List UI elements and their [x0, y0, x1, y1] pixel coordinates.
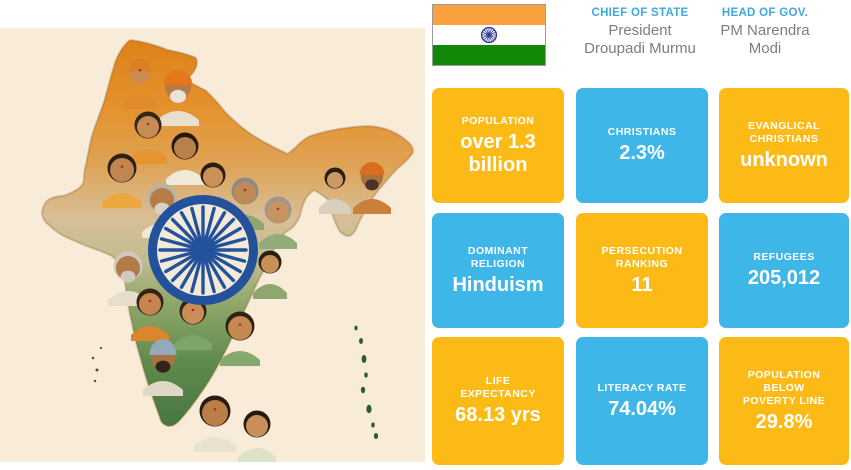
- stat-value: over 1.3 billion: [460, 130, 536, 176]
- chief-of-state-value: President Droupadi Murmu: [584, 22, 696, 57]
- stat-card-evangelical-christians: EVANGLICAL CHRISTIANS unknown: [719, 88, 849, 203]
- india-map-illustration: [41, 39, 414, 462]
- chief-of-state-label: CHIEF OF STATE: [591, 7, 689, 19]
- flag-saffron-stripe: [433, 5, 545, 25]
- stat-label: DOMINANT RELIGION: [467, 244, 529, 270]
- lakshadweep-islands: [91, 346, 103, 383]
- stat-label: CHRISTIANS: [607, 126, 677, 138]
- stat-value: 11: [631, 273, 653, 296]
- stat-value: 2.3%: [619, 142, 665, 164]
- india-flag: [432, 4, 546, 66]
- stat-label: POPULATION BELOW POVERTY LINE: [742, 368, 826, 407]
- stat-card-persecution-ranking: PERSECUTION RANKING 11: [576, 213, 708, 328]
- ashoka-chakra: [148, 195, 258, 305]
- stat-card-dominant-religion: DOMINANT RELIGION Hinduism: [432, 213, 564, 328]
- stat-value: 205,012: [747, 267, 821, 289]
- india-illustration-panel: [0, 28, 425, 462]
- stat-value: 68.13 yrs: [455, 404, 541, 426]
- stat-label: POPULATION: [461, 114, 535, 127]
- head-of-gov-block: HEAD OF GOV. PM Narendra Modi: [690, 6, 840, 58]
- stat-value: Hinduism: [452, 273, 544, 296]
- stat-label: LIFE EXPECTANCY: [460, 375, 536, 400]
- stat-card-christians: CHRISTIANS 2.3%: [576, 88, 708, 203]
- stat-card-life-expectancy: LIFE EXPECTANCY 68.13 yrs: [432, 337, 564, 465]
- stat-label: LITERACY RATE: [597, 381, 687, 394]
- head-of-gov-value: PM Narendra Modi: [720, 22, 810, 57]
- stat-value: 74.04%: [608, 397, 676, 420]
- stat-card-refugees: REFUGEES 205,012: [719, 213, 849, 328]
- flag-chakra-icon: [480, 26, 498, 44]
- stat-value: unknown: [740, 148, 828, 171]
- flag-white-stripe: [433, 25, 545, 45]
- stat-card-poverty-line: POPULATION BELOW POVERTY LINE 29.8%: [719, 337, 849, 465]
- people-collage: [102, 59, 391, 462]
- stat-label: PERSECUTION RANKING: [601, 244, 683, 270]
- flag-green-stripe: [433, 45, 545, 65]
- stat-value: 29.8%: [755, 410, 813, 433]
- stat-card-population: POPULATION over 1.3 billion: [432, 88, 564, 203]
- head-of-gov-label: HEAD OF GOV.: [721, 7, 809, 19]
- stat-card-literacy-rate: LITERACY RATE 74.04%: [576, 337, 708, 465]
- chief-of-state-block: CHIEF OF STATE President Droupadi Murmu: [565, 6, 715, 58]
- stat-label: EVANGLICAL CHRISTIANS: [748, 119, 820, 145]
- stat-label: REFUGEES: [753, 251, 815, 263]
- andaman-islands: [354, 325, 379, 439]
